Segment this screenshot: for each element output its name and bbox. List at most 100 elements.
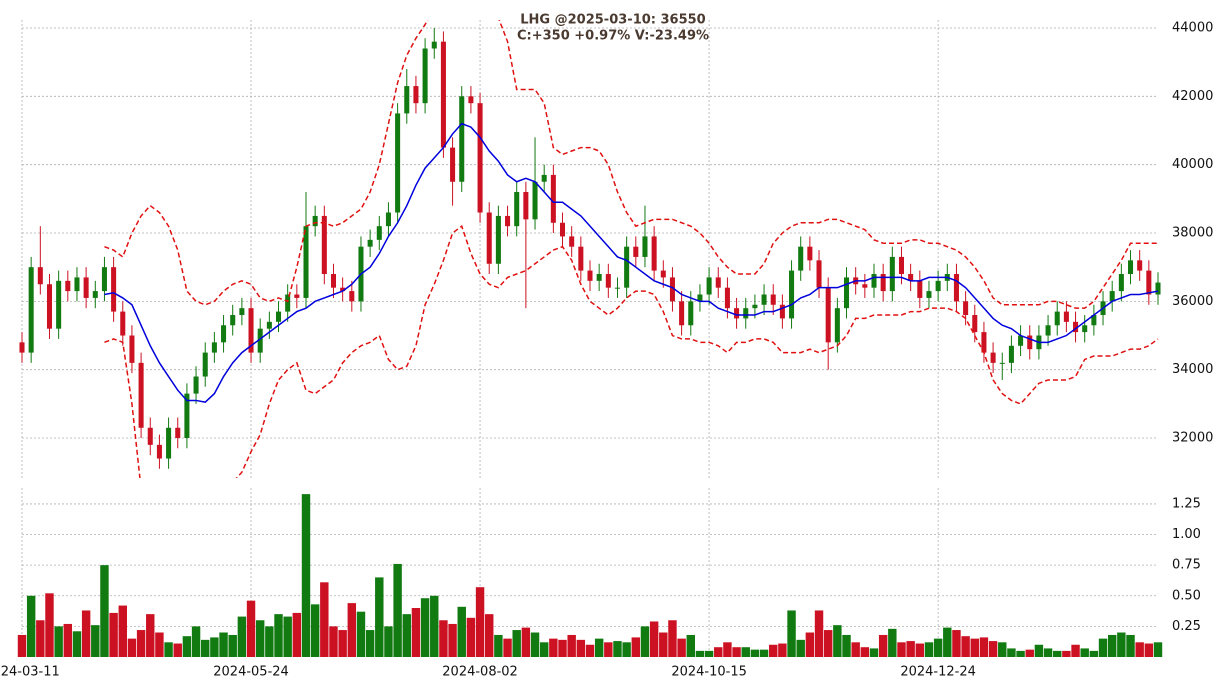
- price-panel: [19, 20, 1161, 478]
- candle-body: [679, 301, 685, 326]
- volume-bar: [182, 636, 192, 657]
- y-tick-label: 32000: [1172, 431, 1213, 446]
- volume-bar: [310, 604, 320, 657]
- volume-bar: [714, 647, 723, 657]
- candle-body: [248, 308, 254, 353]
- volume-bar: [613, 641, 622, 657]
- volume-bar: [594, 638, 604, 657]
- volume-bar: [741, 647, 750, 657]
- volume-bar: [622, 642, 631, 657]
- candle-body: [495, 215, 501, 264]
- candle-body: [541, 174, 547, 182]
- candle-body: [1054, 311, 1060, 326]
- volume-bar: [17, 634, 27, 657]
- volume-bar: [448, 623, 457, 657]
- candle-body: [734, 308, 740, 319]
- volume-bar: [1144, 643, 1154, 657]
- candle-body: [129, 335, 135, 363]
- candle-body: [523, 192, 529, 220]
- candle-body: [651, 236, 657, 271]
- candle-body: [92, 291, 98, 298]
- volume-bar: [943, 627, 952, 657]
- candle-body: [550, 174, 556, 223]
- volume-bar: [704, 650, 714, 657]
- candle-body: [605, 274, 611, 288]
- candle-body: [761, 294, 767, 305]
- y-tick-label: 38000: [1172, 226, 1213, 241]
- candle-body: [642, 236, 648, 257]
- volume-bar: [210, 637, 219, 657]
- volume-bar: [1071, 644, 1080, 657]
- volume-bar: [512, 630, 521, 657]
- candle-body: [257, 328, 263, 353]
- volume-bar: [475, 587, 485, 657]
- volume-bar: [933, 638, 943, 657]
- candle-body: [697, 294, 703, 302]
- volume-bar: [732, 647, 741, 657]
- volume-bar: [585, 644, 595, 657]
- candle-body: [908, 274, 914, 281]
- volume-bar: [833, 625, 842, 657]
- candle-body: [559, 222, 566, 237]
- candle-body: [660, 270, 666, 278]
- candle-body: [889, 256, 895, 292]
- volume-bar: [127, 638, 137, 657]
- y-tick-label: 34000: [1172, 362, 1213, 377]
- volume-bar: [1034, 644, 1044, 657]
- labels: 32000 34000 36000 38000 40000 42000 44000 0.25 0…: [0, 20, 1213, 679]
- candle-body: [999, 362, 1005, 364]
- moving-average: [104, 122, 1159, 403]
- volume-bar: [1126, 634, 1135, 657]
- candle-body: [56, 280, 62, 329]
- volume-bar: [668, 620, 677, 657]
- candle-body: [798, 246, 804, 271]
- candle-body: [101, 267, 107, 292]
- candle-body: [935, 280, 941, 292]
- volume-bar: [961, 636, 970, 657]
- volume-bar: [530, 632, 540, 657]
- candle-body: [953, 274, 959, 302]
- volume-bar: [952, 630, 961, 657]
- candle-body: [770, 294, 776, 305]
- volume-bar: [576, 639, 586, 657]
- candle-body: [880, 274, 886, 292]
- volume-bar: [164, 642, 173, 657]
- candle-body: [37, 267, 43, 285]
- chart-title: LHG @2025-03-10: 36550: [520, 13, 705, 28]
- volume-bar: [265, 626, 274, 657]
- y-tick-label: 42000: [1172, 89, 1213, 104]
- y-tick-label: 40000: [1172, 157, 1213, 172]
- candle-body: [862, 284, 868, 288]
- candle-body: [468, 96, 474, 104]
- candle-body: [266, 321, 272, 329]
- candle-body: [395, 113, 401, 213]
- candle-body: [972, 315, 978, 333]
- candle-body: [834, 308, 840, 343]
- candle-body: [275, 311, 282, 322]
- volume-bar: [292, 612, 302, 657]
- volume-bar: [246, 600, 256, 657]
- volume-bar: [393, 563, 402, 657]
- candle-body: [74, 277, 80, 292]
- candle-body: [83, 277, 89, 298]
- volume-bar: [649, 621, 659, 657]
- candle-body: [422, 48, 428, 104]
- volume-panel: [17, 494, 1163, 657]
- volume-bar: [759, 649, 769, 657]
- volume-bar: [851, 642, 860, 657]
- candle-body: [294, 294, 300, 298]
- candle-body: [440, 41, 446, 148]
- volume-bar: [228, 634, 237, 657]
- volume-bar: [878, 634, 888, 657]
- y-tick-label: 36000: [1172, 294, 1213, 309]
- candle-body: [990, 352, 996, 363]
- x-tick-label: 2024-10-15: [671, 665, 747, 680]
- volume-bar: [301, 494, 311, 657]
- y-tick-label: 0.25: [1172, 619, 1201, 634]
- volume-bar: [631, 637, 641, 657]
- volume-bar: [439, 620, 448, 657]
- candle-body: [321, 215, 327, 275]
- volume-bar: [329, 626, 338, 657]
- candle-body: [614, 287, 621, 289]
- volume-bar: [1043, 648, 1053, 657]
